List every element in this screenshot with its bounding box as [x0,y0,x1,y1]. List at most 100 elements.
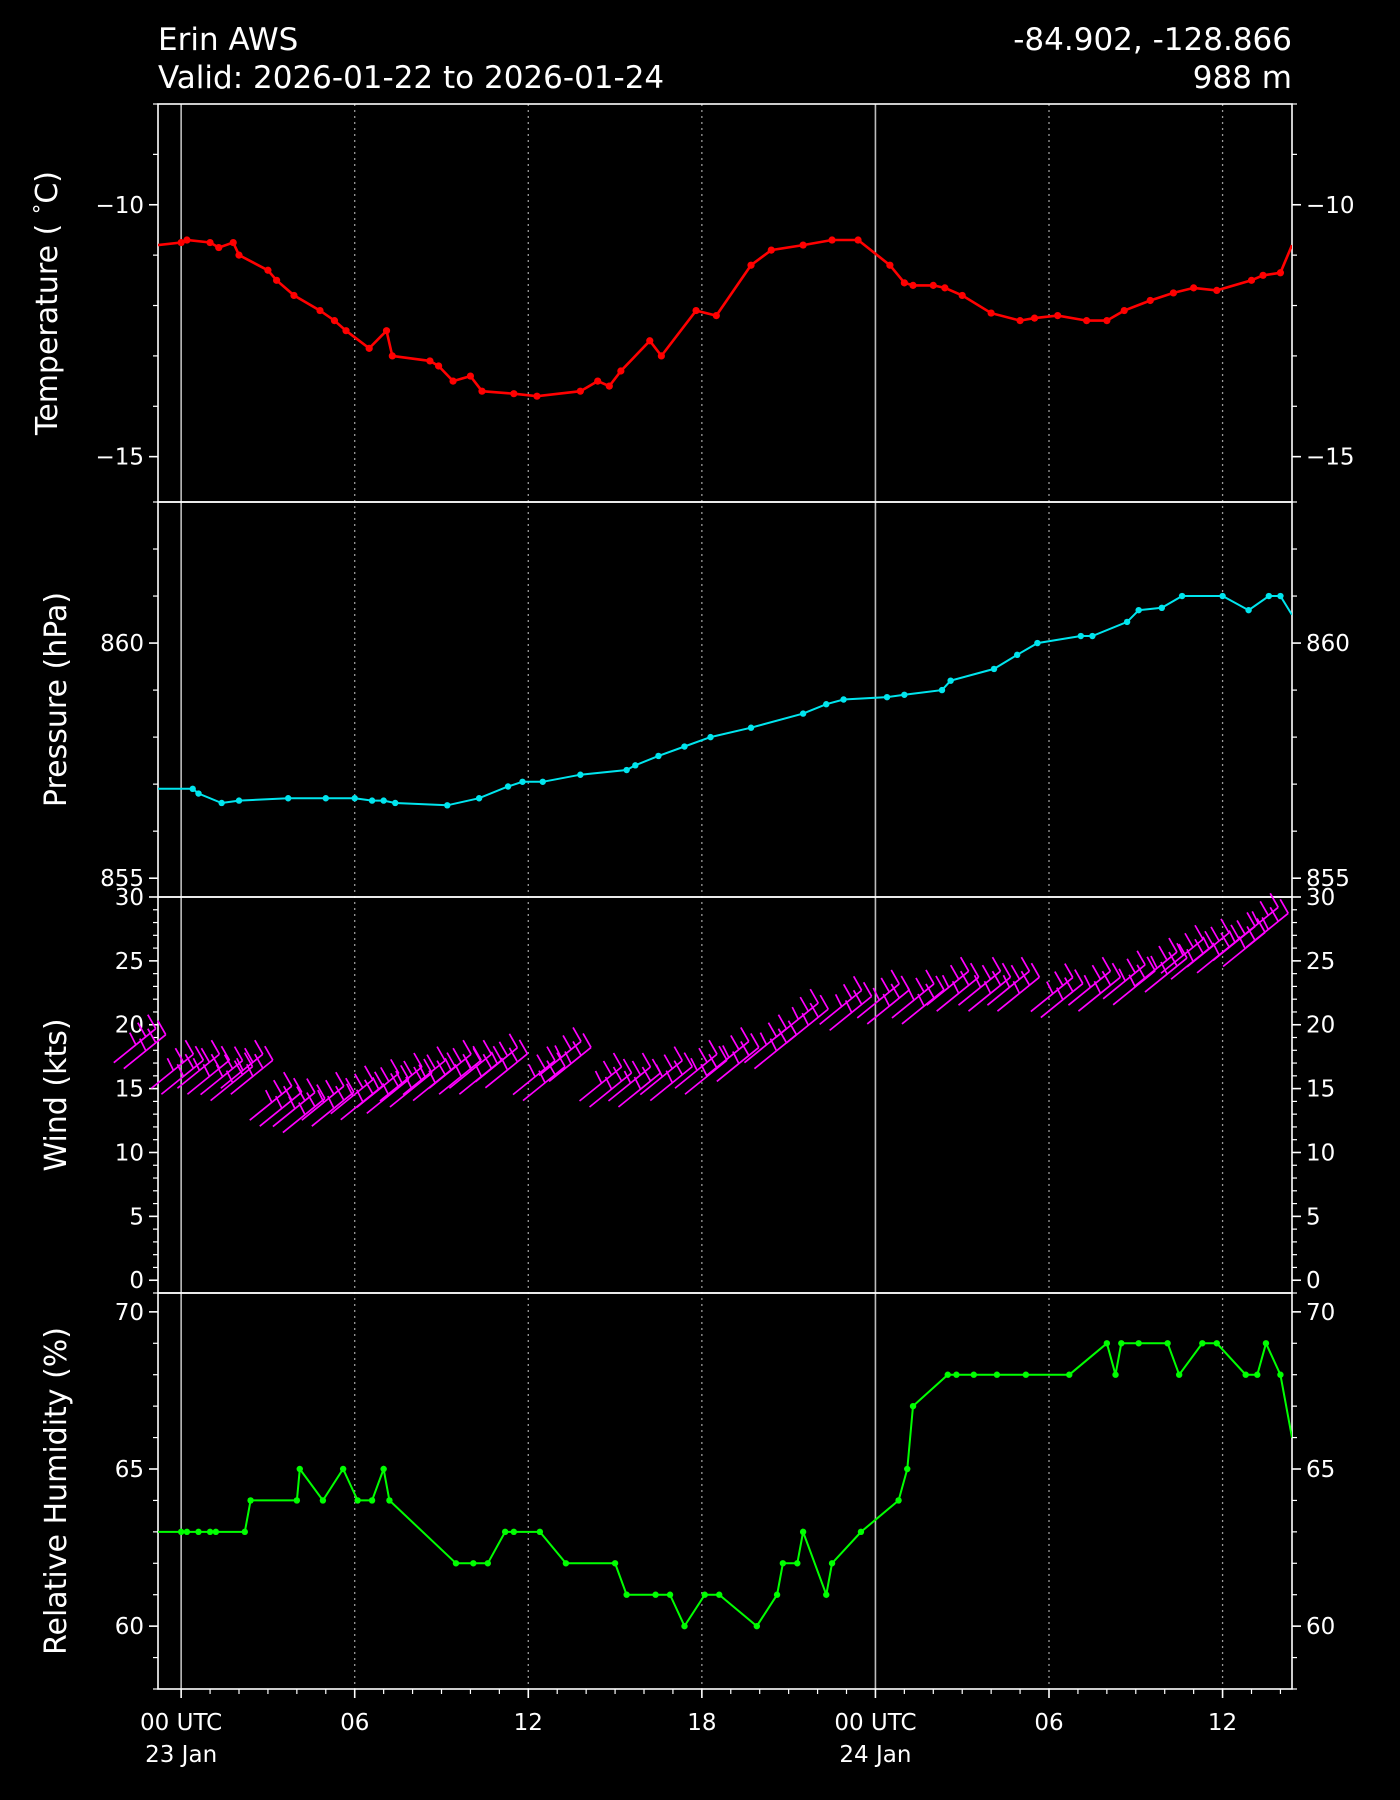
wind-barb [1054,971,1064,987]
wind-barb [113,1028,157,1064]
temperature-data-point [273,276,281,284]
wind-barb [1204,930,1214,946]
relative_humidity-data-point [293,1497,301,1504]
humidity-panel: Relative Humidity (%) 60 60 65 65 70 70 [39,1292,1335,1690]
wind-barb [1279,898,1289,914]
wind-barb [1220,918,1230,934]
wind-barb [436,1046,446,1062]
wind-barb [996,976,1040,1012]
wind-barb [490,1051,499,1065]
temperature-data-point [426,357,434,365]
wind-barb [641,1052,652,1068]
wind-barb [264,1089,273,1103]
temperature-data-point [183,236,191,244]
pressure-axis-label: Pressure (hPa) [39,592,74,807]
wind-barb [673,1046,684,1062]
pressure-data-point [1158,604,1166,612]
wind-barb [282,1097,326,1134]
wind-barb [1020,956,1031,972]
temperature-tick-label-right: −15 [1306,445,1355,471]
wind-barb [674,1053,718,1089]
relative_humidity-data-point [195,1528,202,1536]
temperature-data-point [290,291,298,300]
wind-barb [602,1060,613,1076]
wind-barb [1176,942,1184,956]
temperature-data-point [1083,317,1091,325]
temperature-data-point [1030,314,1039,322]
wind-barb [413,1066,423,1082]
relative_humidity-data-point [904,1465,911,1473]
wind-barb [936,976,980,1012]
pressure-data-point [901,691,908,698]
wind-barb [852,989,863,1005]
relative_humidity-data-point [1254,1371,1261,1378]
relative_humidity-data-point [773,1591,781,1598]
wind-barb [438,1059,482,1095]
wind-barb [380,1066,390,1082]
x-tick-label: 06 [1034,1710,1063,1736]
wind-barb [210,1039,221,1055]
relative_humidity-data-point [1103,1340,1111,1347]
wind-barb [1030,976,1074,1013]
wind-barb [1236,920,1246,935]
wind-barb [1245,912,1289,948]
wind-barb [880,977,890,993]
pressure-data-point [444,802,451,809]
wind-barb [418,1064,426,1077]
pressure-tick-label-left: 855 [100,866,144,892]
wind-barb [1126,958,1136,974]
pressure-data-point [235,797,243,804]
temperature-data-point [388,352,396,360]
relative_humidity-data-point [1112,1371,1119,1378]
humidity-axis-label: Relative Humidity (%) [39,1327,74,1655]
wind-barb [809,988,819,1004]
wind-axis-label: Wind (kts) [39,1018,74,1171]
wind-barb [259,1091,303,1127]
pressure-data-point [577,771,584,778]
relative_humidity-data-point [296,1465,303,1473]
wind-barb [335,1071,345,1087]
wind-barb [1102,964,1146,1000]
wind-barb [176,1053,220,1089]
temperature-data-point [929,281,937,289]
x-tick-label: 18 [687,1710,716,1736]
wind-barb [389,1072,433,1108]
wind-barb [1001,962,1012,978]
relative_humidity-data-point [1175,1371,1183,1378]
wind-barb [423,1058,433,1074]
wind-barb [345,1077,355,1093]
wind-barb [1077,976,1121,1012]
pressure-data-point [504,783,512,790]
wind-barb [1230,924,1240,940]
wind-barb [538,1040,582,1077]
temperature-data-point [316,306,324,315]
wind-barb [522,1065,566,1102]
wind-barb [157,1020,167,1036]
station-elevation: 988 m [1193,60,1292,96]
relative_humidity-data-point [993,1371,1001,1378]
temperature-data-point [330,317,339,325]
wind-tick-label-left: 10 [115,1140,144,1166]
wind-barb [446,1052,456,1068]
relative_humidity-data-point [1135,1340,1142,1347]
relative_humidity-data-point [753,1622,761,1630]
wind-barb [708,1053,718,1069]
wind-barb [698,1047,708,1063]
pressure-data-point [1265,592,1273,600]
wind-barb [317,1089,325,1103]
wind-barb [991,956,1002,972]
wind-barb [273,1079,283,1095]
wind-tick-label-right: 25 [1306,949,1335,975]
relative_humidity-data-point [681,1622,688,1630]
temperature-data-point [365,344,373,352]
pressure-data-point [840,696,847,703]
wind-barb [622,1058,633,1074]
wind-barb [1269,892,1279,908]
wind-barb [791,1006,800,1020]
wind-barb [448,1053,492,1089]
temperature-data-point [886,261,894,269]
valid-range: Valid: 2026-01-22 to 2026-01-24 [158,60,664,96]
temperature-data-point [478,387,486,395]
wind-barb [1220,932,1230,948]
relative_humidity-data-point [823,1591,830,1598]
